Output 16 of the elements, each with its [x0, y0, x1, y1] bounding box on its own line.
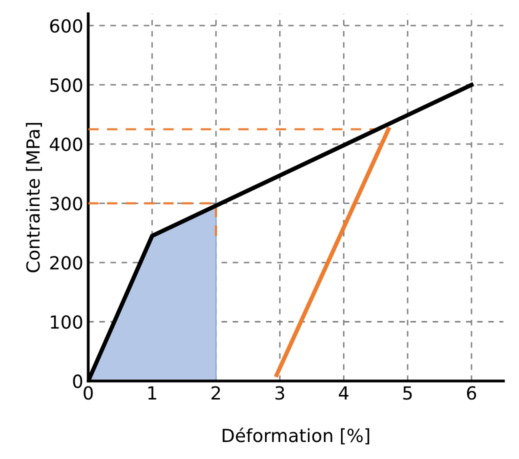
y-tick-label: 100 [50, 315, 82, 329]
x-axis-title: Déformation [%] [222, 428, 370, 444]
y-tick-label: 400 [50, 138, 82, 152]
y-tick-label: 0 [73, 374, 82, 388]
y-tick-label: 500 [50, 78, 82, 92]
y-tick-label: 600 [50, 19, 82, 33]
x-tick-label: 0 [84, 386, 93, 400]
x-tick-label: 1 [148, 386, 156, 400]
y-tick-label: 300 [50, 196, 82, 210]
x-tick-label: 6 [467, 386, 476, 400]
y-tick-label: 200 [50, 256, 82, 270]
x-tick-label: 3 [275, 386, 284, 400]
y-axis-title: Contrainte [MPa] [26, 122, 42, 272]
x-tick-label: 2 [212, 386, 220, 400]
x-tick-label: 5 [403, 386, 412, 400]
x-tick-label: 4 [338, 386, 348, 400]
